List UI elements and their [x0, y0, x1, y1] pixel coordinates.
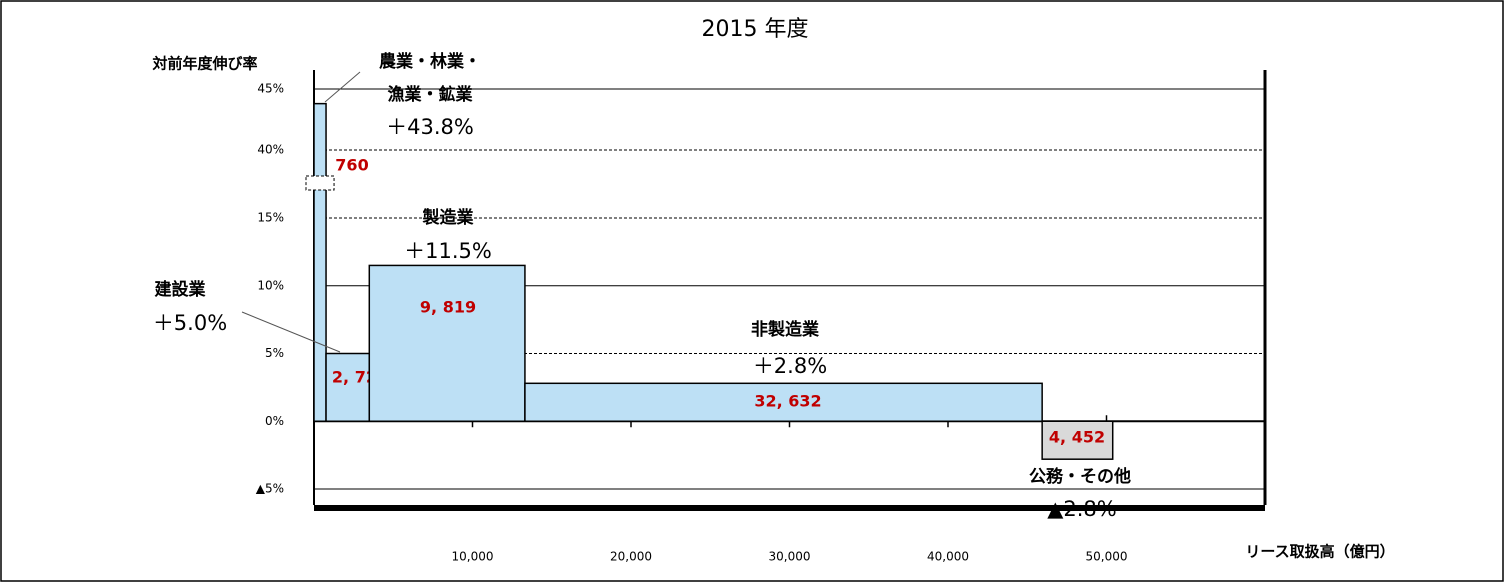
x-tick-label: 20,000: [610, 550, 652, 564]
amount-label: 760: [335, 156, 368, 175]
y-axis-label: 対前年度伸び率: [151, 55, 257, 73]
x-axis: [314, 505, 1265, 511]
y-tick-label: 0%: [265, 414, 284, 428]
leader-line: [241, 311, 341, 353]
y-tick-label: ▲5%: [256, 482, 284, 496]
category-label: 公務・その他: [1029, 466, 1131, 487]
x-tick-label: 40,000: [927, 550, 969, 564]
x-tick-label: 50,000: [1086, 550, 1128, 564]
y-tick-label: 5%: [265, 346, 284, 360]
category-label: 漁業・鉱業: [388, 84, 473, 105]
bar: [524, 382, 1043, 422]
growth-label: ▲2.8%: [1047, 497, 1117, 521]
y-tick-label: 10%: [257, 278, 284, 292]
x-tick-label: 30,000: [769, 550, 811, 564]
x-axis-label: リース取扱高（億円）: [1245, 543, 1394, 561]
category-label: 非製造業: [751, 319, 819, 340]
bar: [368, 264, 526, 422]
growth-label: ＋43.8%: [386, 115, 474, 139]
growth-label: ＋5.0%: [153, 311, 227, 335]
growth-label: ＋11.5%: [404, 239, 492, 263]
amount-label: 32, 632: [754, 392, 821, 411]
chart-title: 2015 年度: [702, 17, 809, 42]
bar: [325, 352, 371, 422]
category-label: 建設業: [155, 279, 206, 300]
x-tick-label: 10,000: [452, 550, 494, 564]
amount-label: 9, 819: [420, 298, 476, 317]
y-tick-label: 40%: [257, 143, 284, 157]
category-label: 製造業: [422, 207, 474, 228]
leader-line: [324, 71, 361, 103]
y-tick-label: 45%: [257, 82, 284, 96]
amount-label: 4, 452: [1049, 428, 1105, 447]
axis-break: [305, 175, 335, 191]
growth-label: ＋2.8%: [753, 354, 827, 378]
y-tick-label: 15%: [257, 211, 284, 225]
bar: [313, 102, 327, 422]
bar: [1041, 420, 1114, 460]
category-label: 農業・林業・: [379, 51, 481, 72]
